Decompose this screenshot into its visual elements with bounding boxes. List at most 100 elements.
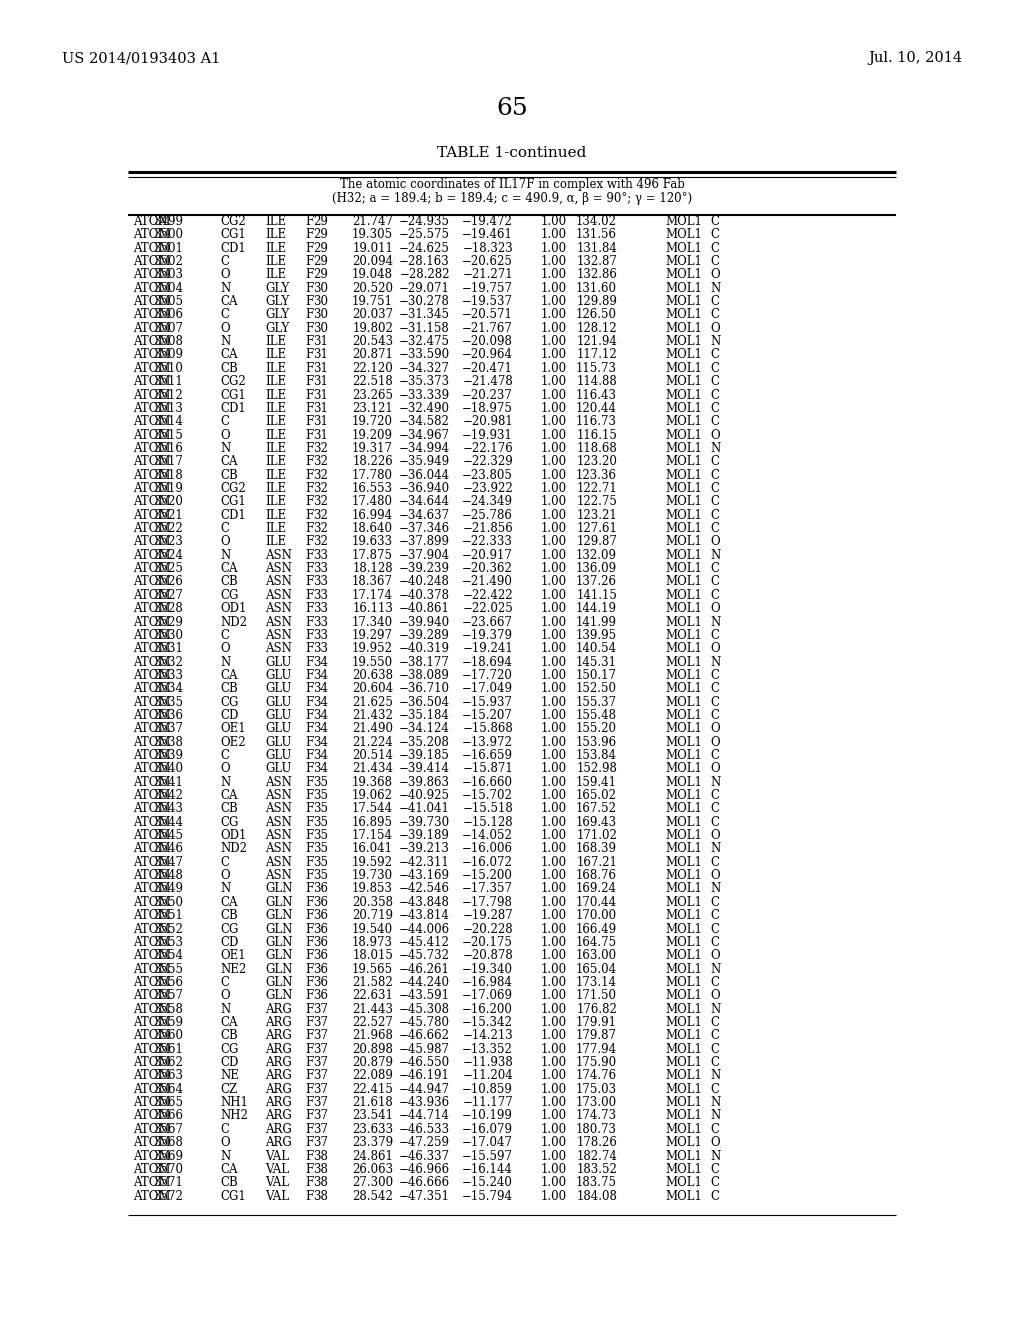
Text: O: O bbox=[710, 869, 720, 882]
Text: 36: 36 bbox=[313, 883, 328, 895]
Text: 120.44: 120.44 bbox=[575, 401, 617, 414]
Text: −20.878: −20.878 bbox=[462, 949, 513, 962]
Text: 19.730: 19.730 bbox=[352, 869, 393, 882]
Text: N: N bbox=[710, 1069, 720, 1082]
Text: −20.175: −20.175 bbox=[462, 936, 513, 949]
Text: C: C bbox=[710, 936, 719, 949]
Text: −43.169: −43.169 bbox=[399, 869, 450, 882]
Text: 1.00: 1.00 bbox=[541, 1043, 567, 1056]
Text: MOL1: MOL1 bbox=[665, 1189, 701, 1203]
Text: 34: 34 bbox=[313, 735, 328, 748]
Text: 37: 37 bbox=[313, 1003, 328, 1015]
Text: 1.00: 1.00 bbox=[541, 1096, 567, 1109]
Text: 17.780: 17.780 bbox=[352, 469, 393, 482]
Text: 21.625: 21.625 bbox=[352, 696, 393, 709]
Text: −14.213: −14.213 bbox=[462, 1030, 513, 1043]
Text: ILE: ILE bbox=[265, 348, 286, 362]
Text: 3556: 3556 bbox=[153, 975, 183, 989]
Text: 1.00: 1.00 bbox=[541, 495, 567, 508]
Text: CB: CB bbox=[220, 1176, 238, 1189]
Text: F: F bbox=[305, 281, 313, 294]
Text: MOL1: MOL1 bbox=[665, 536, 701, 548]
Text: MOL1: MOL1 bbox=[665, 602, 701, 615]
Text: F: F bbox=[305, 748, 313, 762]
Text: 1.00: 1.00 bbox=[541, 375, 567, 388]
Text: 3500: 3500 bbox=[153, 228, 183, 242]
Text: 121.94: 121.94 bbox=[577, 335, 617, 348]
Text: MOL1: MOL1 bbox=[665, 682, 701, 696]
Text: 30: 30 bbox=[313, 296, 328, 308]
Text: O: O bbox=[220, 429, 229, 442]
Text: −38.177: −38.177 bbox=[399, 656, 450, 668]
Text: 3547: 3547 bbox=[153, 855, 183, 869]
Text: 1.00: 1.00 bbox=[541, 281, 567, 294]
Text: 1.00: 1.00 bbox=[541, 803, 567, 816]
Text: 38: 38 bbox=[313, 1150, 328, 1163]
Text: C: C bbox=[710, 923, 719, 936]
Text: 19.550: 19.550 bbox=[352, 656, 393, 668]
Text: 3555: 3555 bbox=[153, 962, 183, 975]
Text: 20.358: 20.358 bbox=[352, 896, 393, 909]
Text: C: C bbox=[220, 309, 229, 322]
Text: 159.41: 159.41 bbox=[575, 776, 617, 788]
Text: 1.00: 1.00 bbox=[541, 883, 567, 895]
Text: F: F bbox=[305, 228, 313, 242]
Text: −20.625: −20.625 bbox=[462, 255, 513, 268]
Text: ATOM: ATOM bbox=[133, 696, 171, 709]
Text: C: C bbox=[710, 482, 719, 495]
Text: C: C bbox=[710, 521, 719, 535]
Text: 117.12: 117.12 bbox=[577, 348, 617, 362]
Text: MOL1: MOL1 bbox=[665, 669, 701, 682]
Text: 22.527: 22.527 bbox=[352, 1016, 393, 1030]
Text: −39.239: −39.239 bbox=[399, 562, 450, 576]
Text: 169.43: 169.43 bbox=[575, 816, 617, 829]
Text: F: F bbox=[305, 1069, 313, 1082]
Text: MOL1: MOL1 bbox=[665, 909, 701, 923]
Text: 1.00: 1.00 bbox=[541, 722, 567, 735]
Text: 28.542: 28.542 bbox=[352, 1189, 393, 1203]
Text: 137.26: 137.26 bbox=[575, 576, 617, 589]
Text: CG: CG bbox=[220, 696, 239, 709]
Text: 170.00: 170.00 bbox=[575, 909, 617, 923]
Text: 175.90: 175.90 bbox=[575, 1056, 617, 1069]
Text: F: F bbox=[305, 508, 313, 521]
Text: −28.163: −28.163 bbox=[399, 255, 450, 268]
Text: F: F bbox=[305, 1137, 313, 1150]
Text: F: F bbox=[305, 1030, 313, 1043]
Text: 1.00: 1.00 bbox=[541, 936, 567, 949]
Text: MOL1: MOL1 bbox=[665, 656, 701, 668]
Text: 174.76: 174.76 bbox=[575, 1069, 617, 1082]
Text: 3506: 3506 bbox=[153, 309, 183, 322]
Text: C: C bbox=[710, 1030, 719, 1043]
Text: −16.006: −16.006 bbox=[462, 842, 513, 855]
Text: CB: CB bbox=[220, 803, 238, 816]
Text: −24.625: −24.625 bbox=[399, 242, 450, 255]
Text: 3529: 3529 bbox=[154, 615, 183, 628]
Text: 18.015: 18.015 bbox=[352, 949, 393, 962]
Text: F: F bbox=[305, 255, 313, 268]
Text: 170.44: 170.44 bbox=[575, 896, 617, 909]
Text: N: N bbox=[710, 335, 720, 348]
Text: MOL1: MOL1 bbox=[665, 242, 701, 255]
Text: 21.618: 21.618 bbox=[352, 1096, 393, 1109]
Text: −19.241: −19.241 bbox=[462, 643, 513, 655]
Text: 3564: 3564 bbox=[153, 1082, 183, 1096]
Text: 123.36: 123.36 bbox=[575, 469, 617, 482]
Text: 32: 32 bbox=[313, 508, 328, 521]
Text: C: C bbox=[710, 669, 719, 682]
Text: O: O bbox=[220, 989, 229, 1002]
Text: F: F bbox=[305, 803, 313, 816]
Text: ASN: ASN bbox=[265, 842, 292, 855]
Text: ATOM: ATOM bbox=[133, 309, 171, 322]
Text: ARG: ARG bbox=[265, 1030, 292, 1043]
Text: 37: 37 bbox=[313, 1109, 328, 1122]
Text: 32: 32 bbox=[313, 536, 328, 548]
Text: 179.91: 179.91 bbox=[575, 1016, 617, 1030]
Text: ASN: ASN bbox=[265, 615, 292, 628]
Text: 1.00: 1.00 bbox=[541, 1109, 567, 1122]
Text: GLU: GLU bbox=[265, 735, 292, 748]
Text: C: C bbox=[710, 455, 719, 469]
Text: 167.52: 167.52 bbox=[575, 803, 617, 816]
Text: −46.662: −46.662 bbox=[399, 1030, 450, 1043]
Text: 18.367: 18.367 bbox=[352, 576, 393, 589]
